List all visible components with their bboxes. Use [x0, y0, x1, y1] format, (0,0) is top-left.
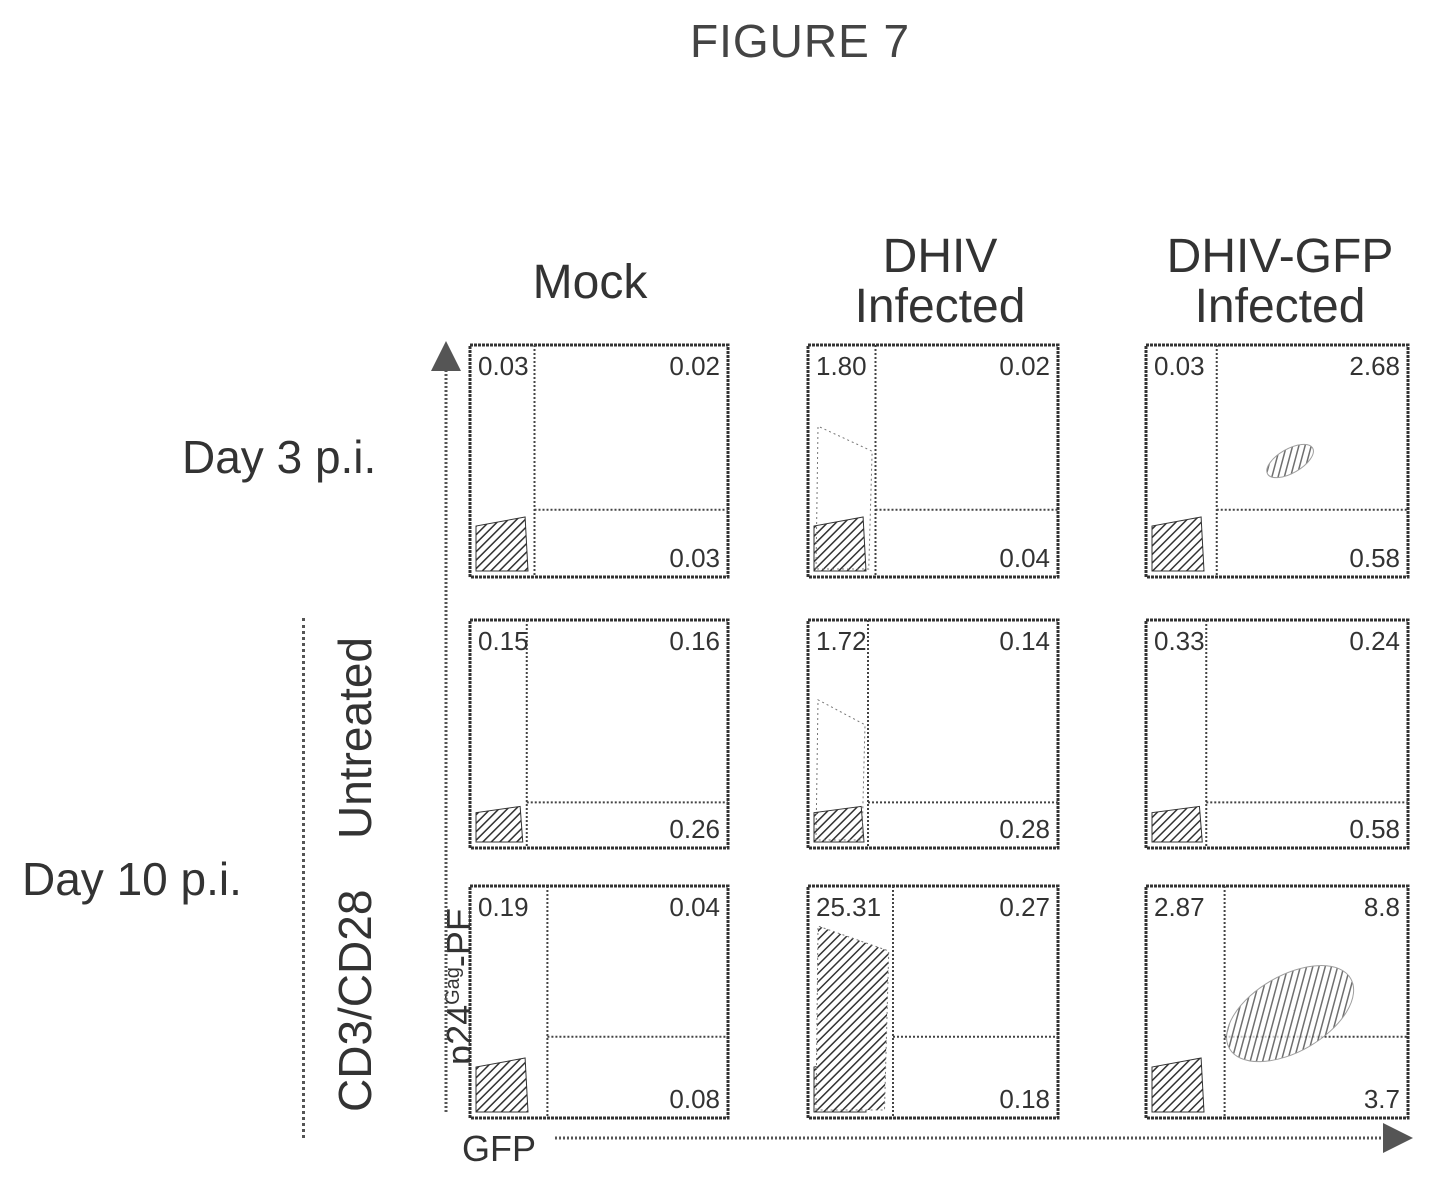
quadrant-upper-right-value: 0.04 — [669, 892, 720, 922]
quadrant-lower-right-value: 3.7 — [1364, 1084, 1400, 1114]
quadrant-upper-right-value: 0.02 — [999, 351, 1050, 381]
quadrant-upper-left-value: 25.31 — [816, 892, 881, 922]
flow-panel: 0.15 0.16 0.26 — [470, 620, 728, 848]
population-density — [1152, 806, 1202, 842]
quadrant-upper-left-value: 0.15 — [478, 626, 529, 656]
quadrant-upper-right-value: 0.27 — [999, 892, 1050, 922]
quadrant-lower-right-value: 0.58 — [1349, 543, 1400, 573]
population-density — [476, 806, 523, 842]
quadrant-upper-right-value: 0.16 — [669, 626, 720, 656]
quadrant-upper-left-value: 0.03 — [1154, 351, 1205, 381]
quadrant-upper-right-value: 0.14 — [999, 626, 1050, 656]
quadrant-upper-right-value: 8.8 — [1364, 892, 1400, 922]
quadrant-upper-right-value: 2.68 — [1349, 351, 1400, 381]
quadrant-upper-left-value: 1.72 — [816, 626, 867, 656]
quadrant-lower-right-value: 0.08 — [669, 1084, 720, 1114]
flow-panel: 1.72 0.14 0.28 — [808, 620, 1058, 848]
flow-panel: 2.87 8.8 3.7 — [1146, 886, 1408, 1118]
flow-panel: 1.80 0.02 0.04 — [808, 345, 1058, 577]
population-density — [1152, 517, 1204, 571]
quadrant-lower-right-value: 0.03 — [669, 543, 720, 573]
flow-panel: 0.19 0.04 0.08 — [470, 886, 728, 1118]
flow-panel: 0.03 2.68 0.58 — [1146, 345, 1408, 577]
quadrant-lower-right-value: 0.04 — [999, 543, 1050, 573]
population-density — [814, 806, 864, 842]
quadrant-lower-right-value: 0.18 — [999, 1084, 1050, 1114]
flow-panel: 0.03 0.02 0.03 — [470, 345, 728, 577]
quadrant-lower-right-value: 0.26 — [669, 814, 720, 844]
quadrant-upper-left-value: 1.80 — [816, 351, 867, 381]
population-density — [814, 517, 866, 571]
flow-panel: 25.31 0.27 0.18 — [808, 886, 1058, 1118]
quadrant-upper-left-value: 0.03 — [478, 351, 529, 381]
quadrant-lower-right-value: 0.58 — [1349, 814, 1400, 844]
population-density — [816, 926, 889, 1110]
quadrant-upper-left-value: 0.33 — [1154, 626, 1205, 656]
quadrant-lower-right-value: 0.28 — [999, 814, 1050, 844]
quadrant-upper-left-value: 0.19 — [478, 892, 529, 922]
quadrant-upper-left-value: 2.87 — [1154, 892, 1205, 922]
quadrant-upper-right-value: 0.24 — [1349, 626, 1400, 656]
population-density — [476, 517, 528, 571]
population-density — [1152, 1058, 1204, 1112]
quadrant-upper-right-value: 0.02 — [669, 351, 720, 381]
flow-panel: 0.33 0.24 0.58 — [1146, 620, 1408, 848]
population-density — [476, 1058, 528, 1112]
